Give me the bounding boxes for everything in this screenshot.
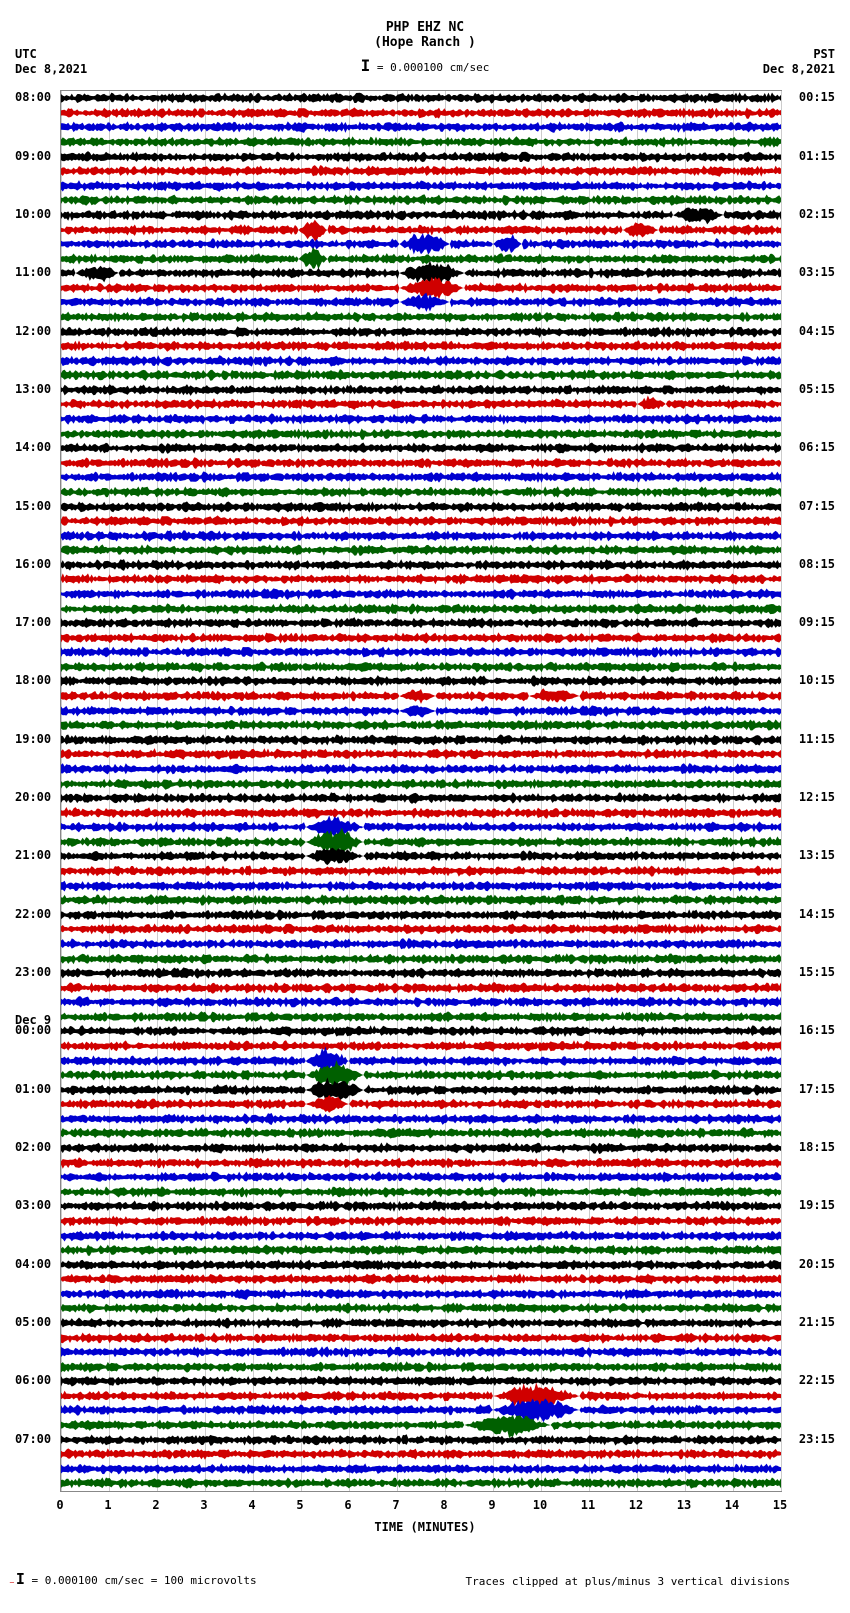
pst-hour-label: 06:15: [799, 440, 835, 454]
seismogram-plot: [60, 90, 782, 1492]
station-title: PHP EHZ NC: [0, 20, 850, 35]
pst-hour-label: 19:15: [799, 1198, 835, 1212]
timezone-left: UTC: [15, 47, 37, 61]
utc-hour-label: 10:00: [15, 207, 51, 221]
utc-hour-label: 11:00: [15, 265, 51, 279]
timezone-right: PST: [813, 47, 835, 61]
x-tick: 13: [677, 1498, 691, 1512]
x-tick: 1: [104, 1498, 111, 1512]
pst-hour-label: 22:15: [799, 1373, 835, 1387]
utc-hour-label: 01:00: [15, 1082, 51, 1096]
pst-hour-label: 20:15: [799, 1257, 835, 1271]
footer-scale: ₋I = 0.000100 cm/sec = 100 microvolts: [8, 1570, 257, 1589]
x-tick: 14: [725, 1498, 739, 1512]
x-tick: 11: [581, 1498, 595, 1512]
station-subtitle: (Hope Ranch ): [0, 35, 850, 50]
x-tick: 12: [629, 1498, 643, 1512]
pst-hour-label: 02:15: [799, 207, 835, 221]
pst-hour-label: 05:15: [799, 382, 835, 396]
pst-hour-label: 13:15: [799, 848, 835, 862]
pst-hour-label: 18:15: [799, 1140, 835, 1154]
utc-hour-label: 20:00: [15, 790, 51, 804]
pst-hour-label: 15:15: [799, 965, 835, 979]
utc-hour-label: 07:00: [15, 1432, 51, 1446]
utc-hour-label: 09:00: [15, 149, 51, 163]
seismogram-container: PHP EHZ NC (Hope Ranch ) I = 0.000100 cm…: [0, 0, 850, 1613]
utc-hour-label: 05:00: [15, 1315, 51, 1329]
pst-hour-label: 00:15: [799, 90, 835, 104]
pst-hour-label: 16:15: [799, 1023, 835, 1037]
pst-hour-label: 10:15: [799, 673, 835, 687]
header: PHP EHZ NC (Hope Ranch ) I = 0.000100 cm…: [0, 20, 850, 75]
pst-hour-label: 03:15: [799, 265, 835, 279]
x-tick: 2: [152, 1498, 159, 1512]
footer-clip-note: Traces clipped at plus/minus 3 vertical …: [465, 1575, 790, 1588]
utc-hour-label: 14:00: [15, 440, 51, 454]
utc-hour-label: 16:00: [15, 557, 51, 571]
x-tick: 4: [248, 1498, 255, 1512]
pst-hour-label: 21:15: [799, 1315, 835, 1329]
pst-hour-label: 23:15: [799, 1432, 835, 1446]
x-tick: 6: [344, 1498, 351, 1512]
x-tick: 15: [773, 1498, 787, 1512]
x-axis-label: TIME (MINUTES): [0, 1520, 850, 1534]
x-tick: 5: [296, 1498, 303, 1512]
utc-hour-label: 21:00: [15, 848, 51, 862]
utc-hour-label: 06:00: [15, 1373, 51, 1387]
pst-hour-label: 01:15: [799, 149, 835, 163]
utc-hour-label: 13:00: [15, 382, 51, 396]
utc-hour-label: 04:00: [15, 1257, 51, 1271]
trace-row: [61, 1453, 781, 1513]
utc-hour-label: 19:00: [15, 732, 51, 746]
x-tick: 0: [56, 1498, 63, 1512]
x-tick: 3: [200, 1498, 207, 1512]
utc-hour-label: 12:00: [15, 324, 51, 338]
pst-hour-label: 11:15: [799, 732, 835, 746]
x-tick: 10: [533, 1498, 547, 1512]
pst-hour-label: 04:15: [799, 324, 835, 338]
utc-hour-label: 08:00: [15, 90, 51, 104]
pst-hour-label: 09:15: [799, 615, 835, 629]
pst-hour-label: 07:15: [799, 499, 835, 513]
pst-hour-label: 12:15: [799, 790, 835, 804]
utc-hour-label: 02:00: [15, 1140, 51, 1154]
pst-hour-label: 14:15: [799, 907, 835, 921]
pst-hour-label: 17:15: [799, 1082, 835, 1096]
pst-hour-label: 08:15: [799, 557, 835, 571]
utc-hour-label: 23:00: [15, 965, 51, 979]
utc-hour-label: 22:00: [15, 907, 51, 921]
x-tick: 8: [440, 1498, 447, 1512]
x-tick: 7: [392, 1498, 399, 1512]
utc-hour-label: 03:00: [15, 1198, 51, 1212]
utc-hour-label: 17:00: [15, 615, 51, 629]
utc-hour-label: 15:00: [15, 499, 51, 513]
day-change-label: Dec 9: [15, 1013, 51, 1027]
utc-hour-label: 18:00: [15, 673, 51, 687]
x-tick: 9: [488, 1498, 495, 1512]
